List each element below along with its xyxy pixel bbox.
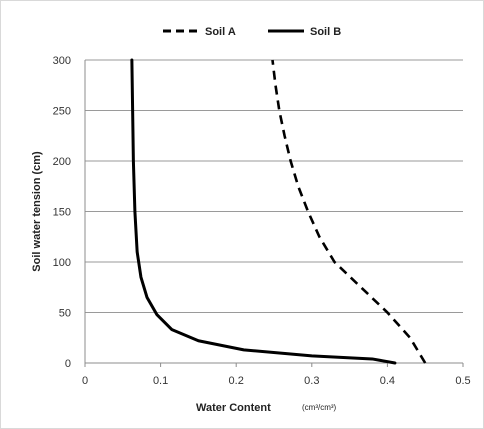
y-tick-label-250: 250 [53,106,71,118]
y-tick-label-200: 200 [53,156,71,168]
x-axis-unit: (cm³/cm³) [302,403,337,412]
y-axis-title: Soil water tension (cm) [31,151,43,272]
x-tick-label-0: 0 [82,375,88,387]
x-tick-label-0.5: 0.5 [455,375,470,387]
y-tick-label-0: 0 [65,358,71,370]
y-tick-label-300: 300 [53,55,71,67]
x-tick-label-0.2: 0.2 [229,375,244,387]
legend-label-soil-b: Soil B [310,26,341,38]
x-tick-label-0.3: 0.3 [304,375,319,387]
x-tick-label-0.1: 0.1 [153,375,168,387]
legend-label-soil-a: Soil A [205,26,236,38]
x-axis-title: Water Content [196,402,271,414]
y-tick-label-150: 150 [53,207,71,219]
y-tick-label-50: 50 [59,308,71,320]
y-tick-label-100: 100 [53,257,71,269]
x-tick-label-0.4: 0.4 [380,375,395,387]
